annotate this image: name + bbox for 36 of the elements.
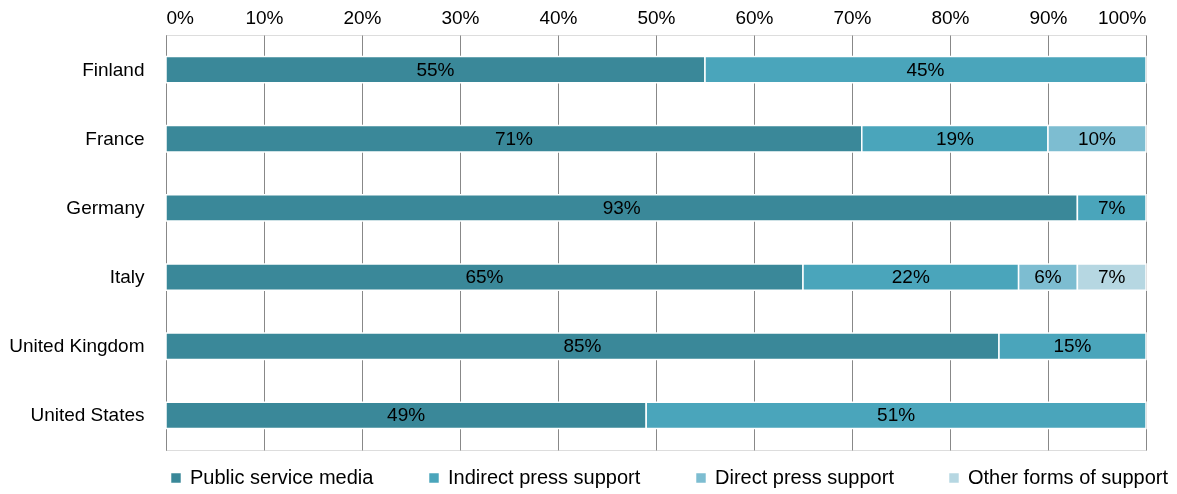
x-tick-label: 70% <box>833 6 872 28</box>
x-tick-label: 50% <box>637 6 676 28</box>
data-label: 15% <box>1053 335 1092 357</box>
data-label: 6% <box>1034 266 1062 288</box>
data-label: 51% <box>877 404 916 426</box>
legend-label: Public service media <box>190 466 375 488</box>
data-label: 45% <box>906 58 945 80</box>
x-tick-label: 30% <box>441 6 480 28</box>
y-tick-label: Italy <box>109 266 145 288</box>
legend-label: Other forms of support <box>968 466 1169 488</box>
x-tick-label: 20% <box>343 6 382 28</box>
data-label: 93% <box>602 196 641 218</box>
y-tick-label: United Kingdom <box>9 335 145 357</box>
y-tick-label: United States <box>30 404 145 426</box>
data-label: 7% <box>1097 196 1126 218</box>
data-label: 49% <box>387 404 426 426</box>
x-tick-label: 0% <box>166 6 195 28</box>
data-label: 22% <box>891 266 930 288</box>
data-label: 55% <box>416 58 455 80</box>
x-tick-label: 60% <box>735 6 774 28</box>
x-tick-label: 90% <box>1029 6 1068 28</box>
data-label: 7% <box>1097 266 1126 288</box>
x-tick-label: 80% <box>931 6 970 28</box>
legend-label: Indirect press support <box>448 466 641 488</box>
data-label: 65% <box>465 266 504 288</box>
data-label: 85% <box>563 335 602 357</box>
legend-label: Direct press support <box>715 466 895 488</box>
y-tick-label: Germany <box>66 196 145 218</box>
data-label: 19% <box>935 127 975 149</box>
data-label: 71% <box>494 127 534 149</box>
x-tick-label: 100% <box>1097 6 1147 28</box>
y-tick-label: France <box>85 127 145 149</box>
data-label: 10% <box>1077 127 1117 149</box>
x-tick-label: 40% <box>539 6 578 28</box>
x-tick-label: 10% <box>245 6 284 28</box>
y-tick-label: Finland <box>82 58 145 80</box>
